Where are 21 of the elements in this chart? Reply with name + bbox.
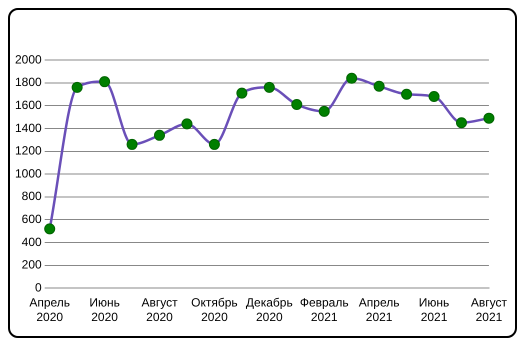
y-tick-label: 200 [22,258,42,272]
y-tick-label: 800 [22,189,42,204]
x-tick-label: Февраль 2021 [300,296,349,324]
chart-frame: Апрель 2020 Июнь 2020 Август 2020 Октябрь 2020 Декабрь 2020 Февраль 2021 Апрель 2021 Июнь 2021 Август 2021 0 200 400 600 800 1000 1200 1400 1600 1800 2000 [8,8,517,338]
y-tick-label: 400 [22,234,42,249]
y-tick-label: 0 [35,280,42,295]
y-tick-label: 1800 [14,75,42,90]
y-tick-label: 600 [22,212,42,226]
y-tick-label: 2000 [14,52,42,66]
x-tick-label: Август 2020 [141,296,178,324]
x-tick-label: Июнь 2021 [418,296,450,324]
x-tick-label: Июнь 2020 [89,296,120,324]
x-tick-label: Апрель 2020 [29,296,70,324]
y-tick-label: 1400 [14,120,42,135]
y-tick-label: 1200 [14,144,42,158]
x-tick-label: Апрель 2021 [358,296,400,324]
x-tick-label: Август 2021 [470,296,508,324]
x-tick-label: Декабрь 2020 [246,296,293,324]
y-tick-label: 1600 [14,98,42,112]
y-tick-label: 1000 [14,166,42,180]
x-tick-label: Октябрь 2020 [191,296,238,324]
